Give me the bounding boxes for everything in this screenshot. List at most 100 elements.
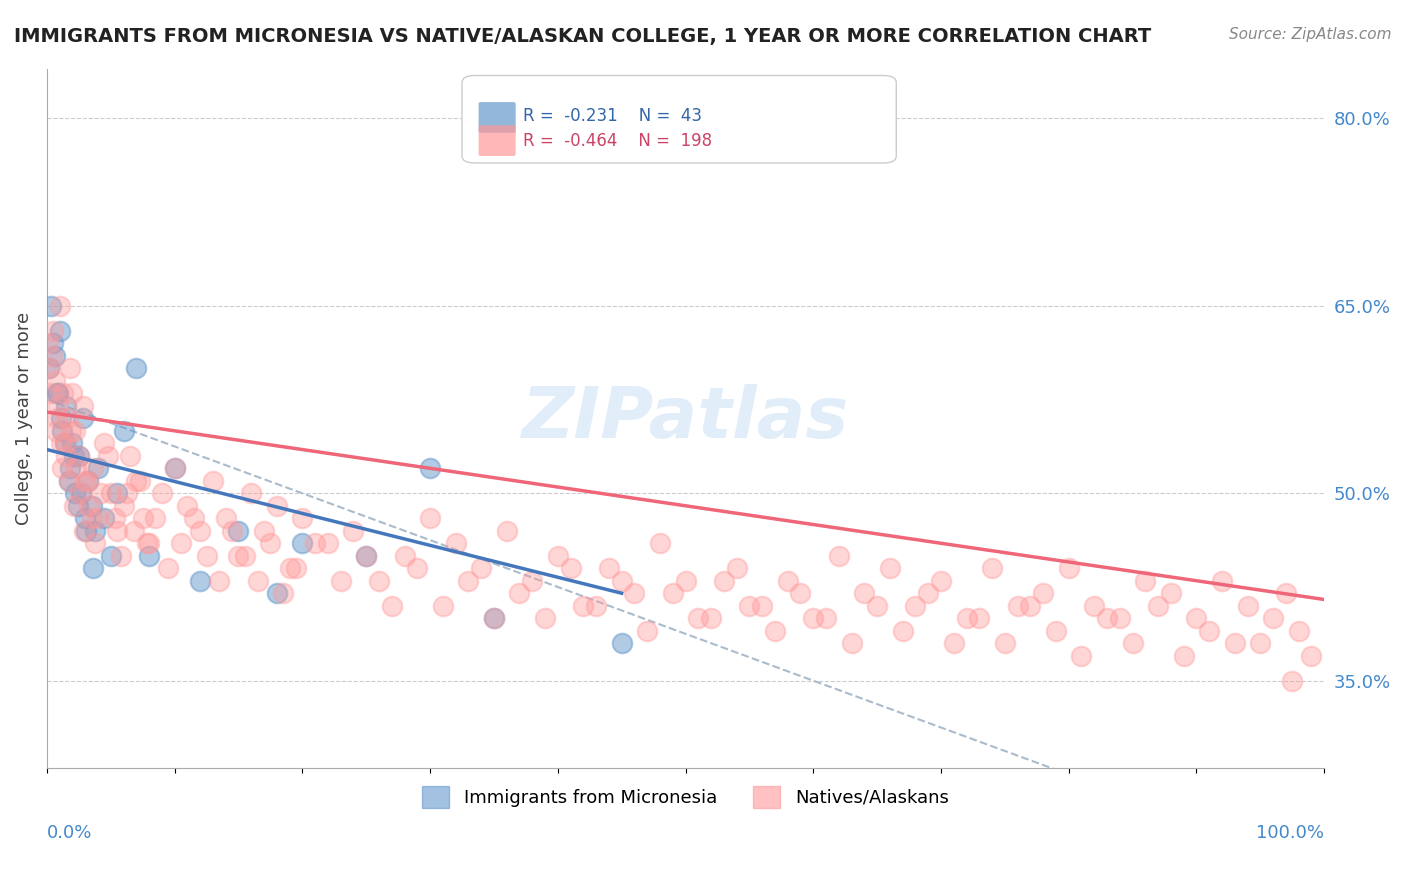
Point [112, 424, 135, 438]
Point [891, 624, 914, 638]
Point [42, 336, 65, 351]
Point [675, 574, 697, 588]
Point [522, 574, 544, 588]
Point [75, 511, 97, 525]
Point [470, 561, 492, 575]
Point [444, 536, 467, 550]
Point [304, 536, 326, 550]
Point [76, 524, 98, 538]
Point [51, 461, 73, 475]
Point [1160, 586, 1182, 600]
Point [183, 511, 205, 525]
Point [118, 449, 141, 463]
Point [432, 599, 454, 613]
Point [138, 536, 160, 550]
Point [63, 424, 86, 438]
Point [853, 586, 876, 600]
Point [163, 461, 186, 475]
Point [266, 499, 288, 513]
Point [58, 474, 80, 488]
Point [48, 386, 70, 401]
Point [82, 461, 104, 475]
Point [125, 361, 148, 376]
Text: 0.0%: 0.0% [46, 824, 93, 842]
Point [1147, 599, 1170, 613]
Point [46, 411, 69, 425]
Point [38, 361, 60, 376]
Point [828, 549, 851, 563]
Point [76, 474, 98, 488]
Point [482, 611, 505, 625]
Point [48, 299, 70, 313]
Point [623, 586, 645, 600]
Point [329, 574, 352, 588]
Point [725, 561, 748, 575]
Point [598, 561, 620, 575]
Point [1249, 636, 1271, 650]
Point [188, 574, 211, 588]
Point [117, 486, 139, 500]
Point [457, 574, 479, 588]
Point [354, 549, 377, 563]
Point [45, 424, 67, 438]
Point [46, 386, 69, 401]
Point [41, 349, 63, 363]
Point [572, 599, 595, 613]
Point [97, 449, 120, 463]
Point [215, 511, 238, 525]
Point [60, 424, 83, 438]
Point [90, 486, 112, 500]
Point [354, 549, 377, 563]
Point [1281, 673, 1303, 688]
Point [585, 599, 607, 613]
Point [246, 574, 269, 588]
Point [1095, 611, 1118, 625]
Point [80, 499, 103, 513]
Point [381, 599, 404, 613]
Point [49, 411, 72, 425]
Point [1275, 586, 1298, 600]
Point [66, 499, 89, 513]
Point [93, 436, 115, 450]
Point [70, 486, 93, 500]
Point [1223, 636, 1246, 650]
Point [62, 449, 84, 463]
Point [145, 511, 167, 525]
Point [814, 611, 837, 625]
Point [368, 574, 391, 588]
Point [37, 336, 59, 351]
Point [1019, 599, 1042, 613]
Point [278, 561, 301, 575]
Point [65, 461, 87, 475]
Point [105, 524, 128, 538]
Point [917, 586, 939, 600]
Point [648, 536, 671, 550]
Text: ZIPatlas: ZIPatlas [522, 384, 849, 453]
Point [929, 574, 952, 588]
Point [981, 561, 1004, 575]
Point [157, 561, 180, 575]
Point [84, 524, 107, 538]
Point [138, 549, 160, 563]
Point [112, 499, 135, 513]
Point [84, 536, 107, 550]
Point [342, 524, 364, 538]
Point [44, 349, 66, 363]
Point [87, 511, 110, 525]
Text: 100.0%: 100.0% [1256, 824, 1324, 842]
Point [1057, 561, 1080, 575]
Point [44, 374, 66, 388]
Point [76, 474, 98, 488]
Point [125, 474, 148, 488]
Point [208, 574, 231, 588]
Point [201, 474, 224, 488]
Point [547, 549, 569, 563]
FancyBboxPatch shape [478, 125, 516, 156]
Point [776, 574, 799, 588]
Point [1185, 611, 1208, 625]
Text: Source: ZipAtlas.com: Source: ZipAtlas.com [1229, 27, 1392, 42]
Point [482, 611, 505, 625]
Point [801, 611, 824, 625]
Point [763, 624, 786, 638]
Point [1122, 636, 1144, 650]
